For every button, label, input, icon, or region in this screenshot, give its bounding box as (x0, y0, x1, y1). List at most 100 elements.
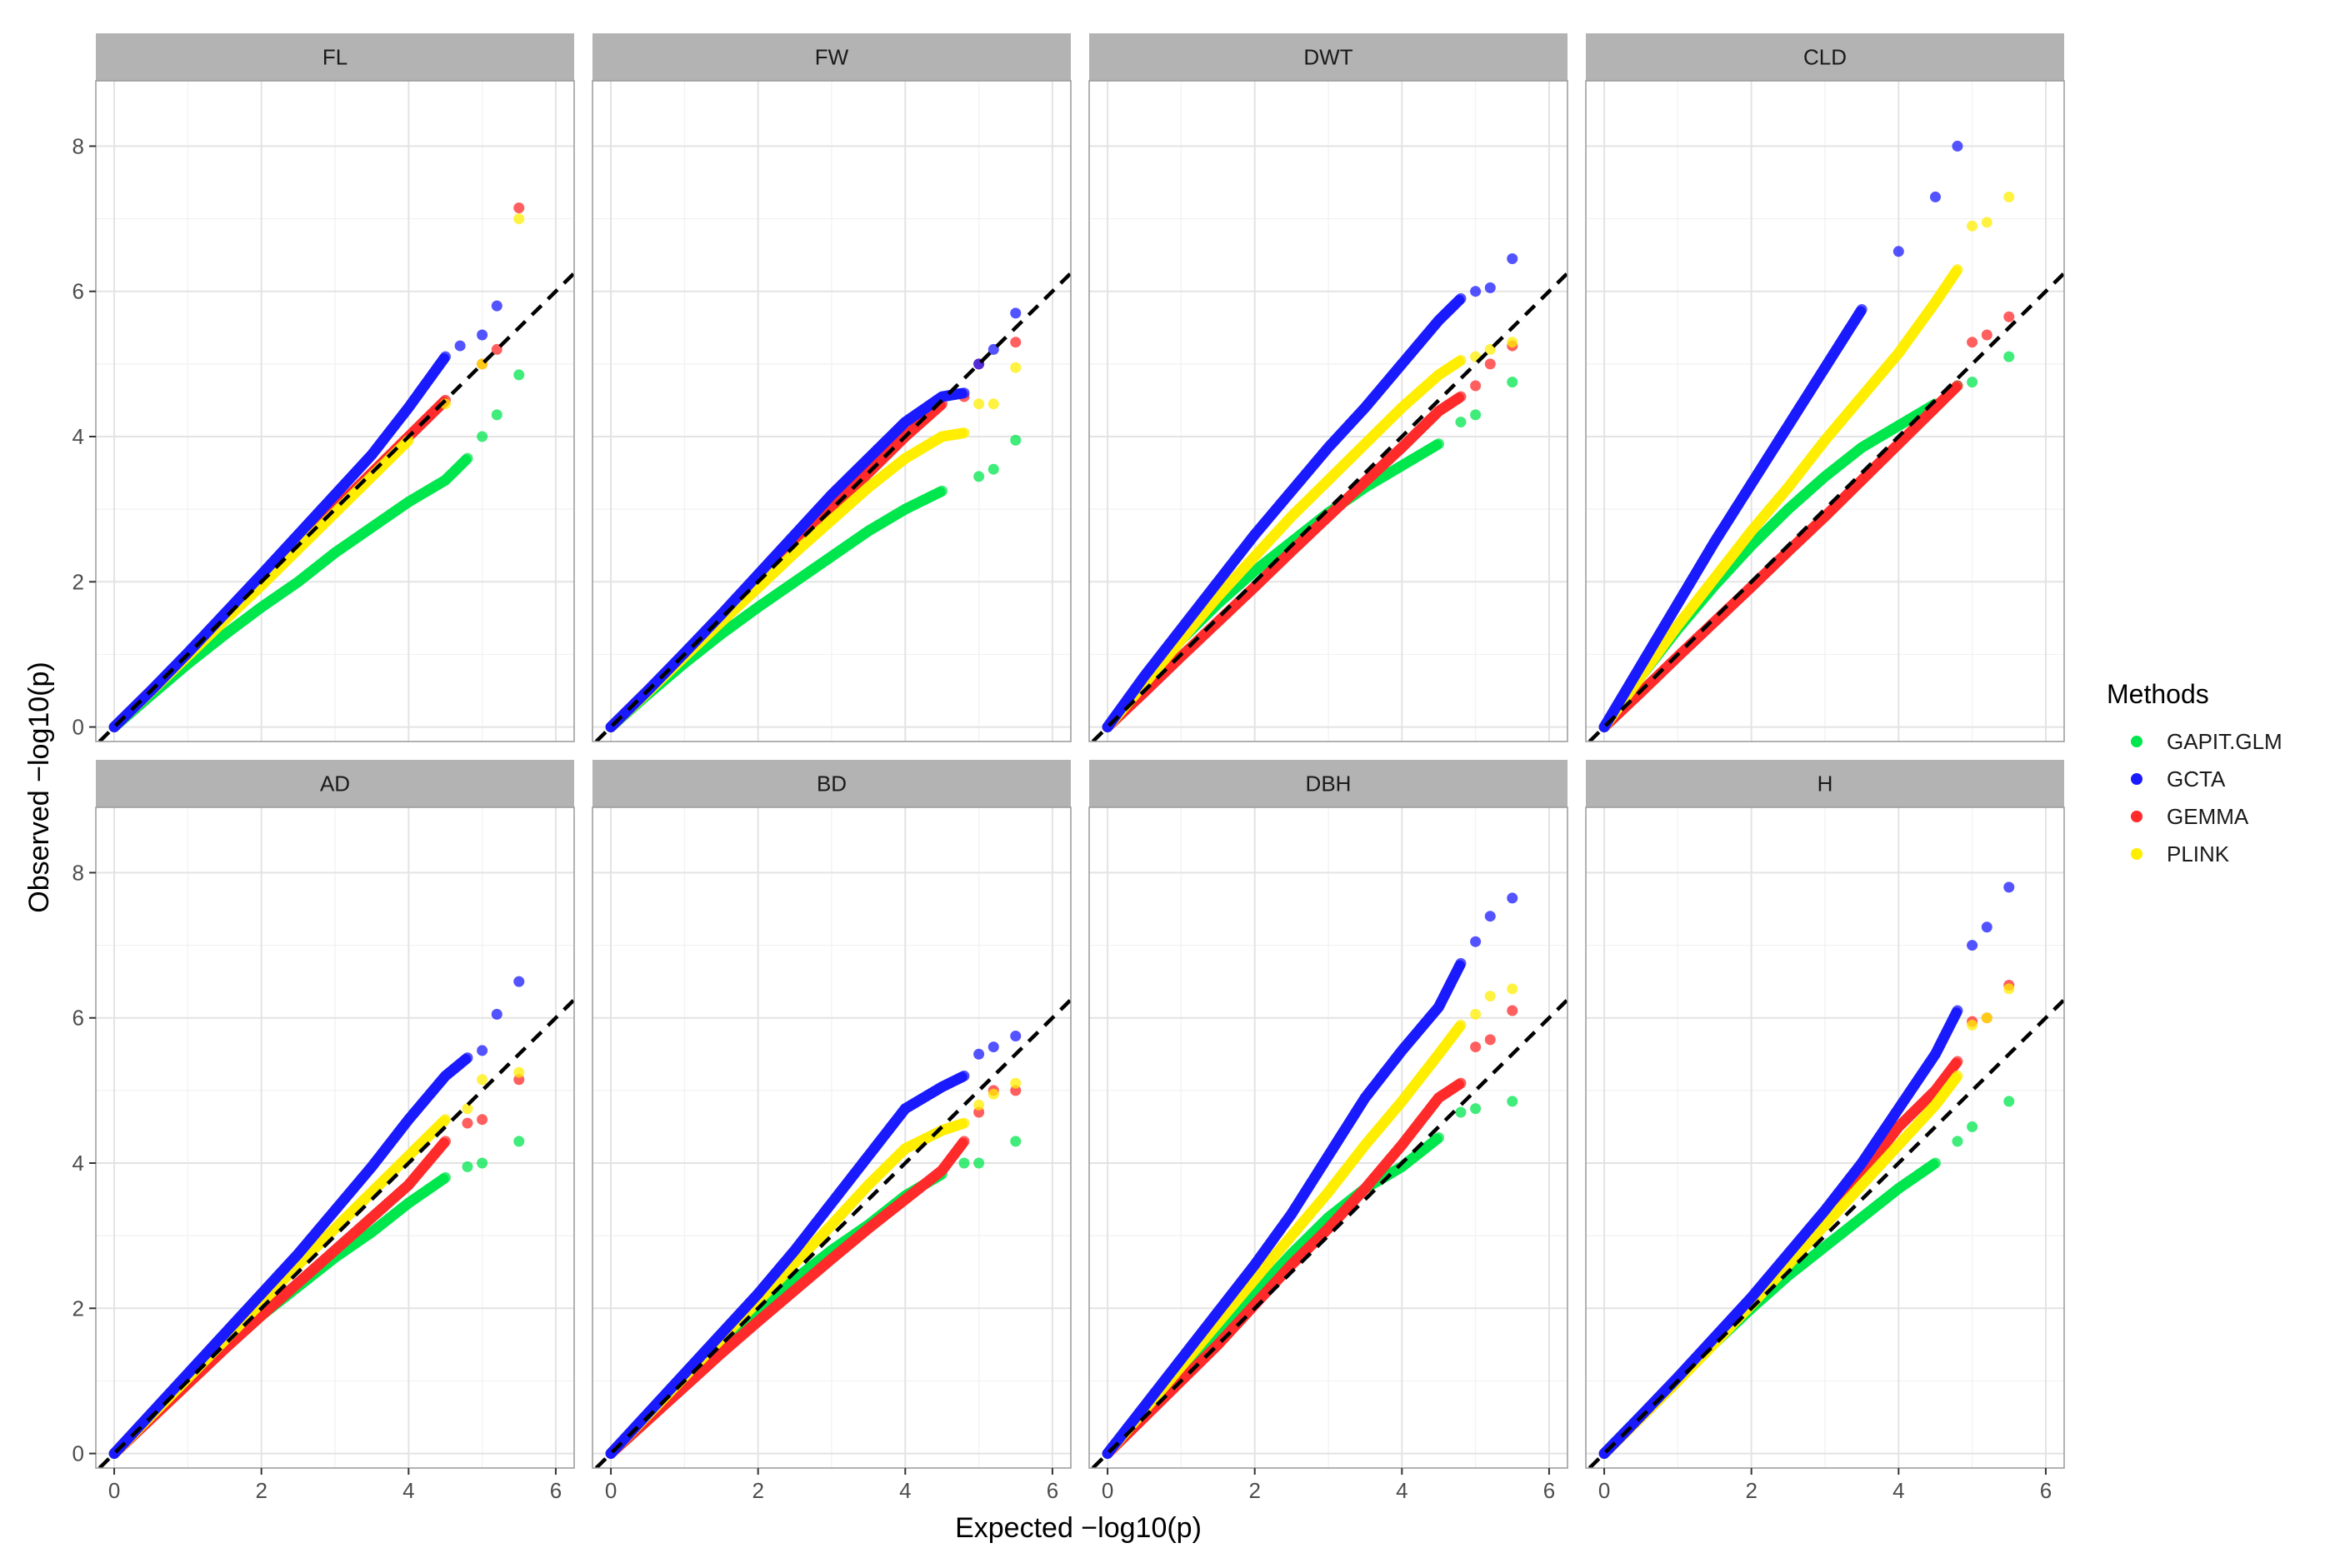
series-gcta (1598, 140, 1963, 733)
y-tick-label: 6 (72, 279, 84, 304)
panel-dwt: DWT (1088, 33, 1568, 742)
qq-tail-point (2003, 311, 2015, 322)
qq-tail-point (439, 1114, 451, 1126)
x-tick-label: 0 (108, 1478, 120, 1503)
qq-tail-point (1470, 286, 1482, 297)
facet-strip-label: FW (815, 45, 849, 70)
qq-tail-point (958, 1136, 970, 1147)
qq-tail-point (477, 1114, 488, 1126)
series-gemma (1102, 340, 1518, 733)
qq-tail-point (462, 1117, 473, 1129)
y-tick-label: 0 (72, 1441, 84, 1466)
qq-tail-point (1892, 246, 1904, 257)
qq-tail-point (958, 427, 970, 439)
panel-border (95, 806, 575, 1469)
data-points (98, 202, 574, 742)
qq-tail-point (1010, 362, 1022, 373)
qq-tail-point (988, 398, 999, 410)
x-tick-label: 2 (255, 1478, 267, 1503)
series-gapit-glm (605, 1136, 1022, 1460)
qq-tail-point (2003, 191, 2015, 202)
panel-border (1088, 80, 1568, 742)
x-tick-label: 6 (1047, 1478, 1058, 1503)
facet-strip-label: AD (320, 772, 350, 796)
qq-tail-point (477, 1045, 488, 1056)
qq-tail-point (491, 409, 502, 421)
qq-tail-point (1432, 438, 1444, 450)
qq-tail-point (1010, 434, 1022, 446)
panel-border (1585, 80, 2065, 742)
qq-tail-point (1507, 337, 1518, 348)
facet-strip (1586, 33, 2064, 81)
qq-tail-point (1967, 220, 1978, 232)
qq-tail-point (1470, 380, 1482, 392)
qq-tail-point (973, 471, 985, 482)
qq-tail-point (513, 369, 525, 381)
panel-fw: FW (592, 33, 1072, 742)
series-gcta (1102, 253, 1518, 733)
panel-cld: CLD (1585, 33, 2065, 742)
qq-tail-point (477, 1157, 488, 1169)
facet-strip (592, 760, 1071, 807)
qq-tail-point (958, 1157, 970, 1169)
qq-tail-point (1981, 329, 1992, 341)
series-plink (1598, 191, 2015, 733)
qq-tail-point (1010, 307, 1022, 319)
x-tick-label: 4 (899, 1478, 911, 1503)
qq-tail-point (439, 1136, 451, 1147)
qq-tail-point (958, 1117, 970, 1129)
qq-tail-point (1010, 337, 1022, 348)
qq-tail-point (462, 452, 473, 464)
qq-tail-point (1010, 1031, 1022, 1041)
reference-line (1588, 272, 2064, 742)
qq-tail-point (477, 431, 488, 442)
qq-tail-point (491, 343, 502, 355)
facet-strip (592, 33, 1071, 81)
qq-tail-point (454, 340, 466, 352)
series-gcta (108, 300, 502, 733)
y-tick-label: 4 (72, 1151, 84, 1176)
data-points (98, 976, 574, 1468)
qq-tail-point (1929, 191, 1941, 202)
qq-tail-point (477, 1074, 488, 1086)
qq-tail-point (462, 1103, 473, 1115)
series-gemma (1598, 311, 2015, 733)
qq-tail-point (973, 398, 985, 410)
panel-border (592, 806, 1072, 1469)
qq-tail-point (1484, 282, 1496, 293)
qq-tail-point (1507, 377, 1518, 388)
x-tick-label: 4 (402, 1478, 414, 1503)
data-points (594, 998, 1071, 1468)
y-tick-label: 8 (72, 133, 84, 158)
facet-strip (1089, 33, 1568, 81)
qq-tail-point (988, 463, 999, 475)
data-points (594, 272, 1071, 742)
facet-strip-label: DBH (1306, 772, 1352, 796)
qq-tail-point (1455, 391, 1467, 402)
x-tick-label: 2 (752, 1478, 763, 1503)
qq-tail-point (513, 213, 525, 225)
qq-tail-point (513, 202, 525, 213)
qq-tail-point (462, 1052, 473, 1064)
qq-tail-point (1484, 358, 1496, 370)
panel-border (95, 80, 575, 742)
facet-strip-label: FL (322, 45, 348, 70)
qq-tail-point (988, 1041, 999, 1053)
qq-tail-point (1455, 355, 1467, 366)
qq-tail-point (513, 1136, 525, 1147)
qq-tail-point (1455, 417, 1467, 428)
facet-strip (96, 760, 574, 807)
facet-strip (1089, 760, 1568, 807)
series-gapit-glm (605, 434, 1022, 733)
y-tick-label: 2 (72, 1296, 84, 1321)
x-tick-label: 6 (550, 1478, 562, 1503)
qq-tail-point (936, 485, 948, 497)
series-gcta (605, 1031, 1022, 1460)
series-gapit-glm (108, 1136, 525, 1460)
qq-tail-point (2003, 351, 2015, 362)
qq-tail-point (1967, 377, 1978, 388)
qq-tail-point (1981, 217, 1992, 228)
qq-tail-point (1952, 264, 1963, 276)
